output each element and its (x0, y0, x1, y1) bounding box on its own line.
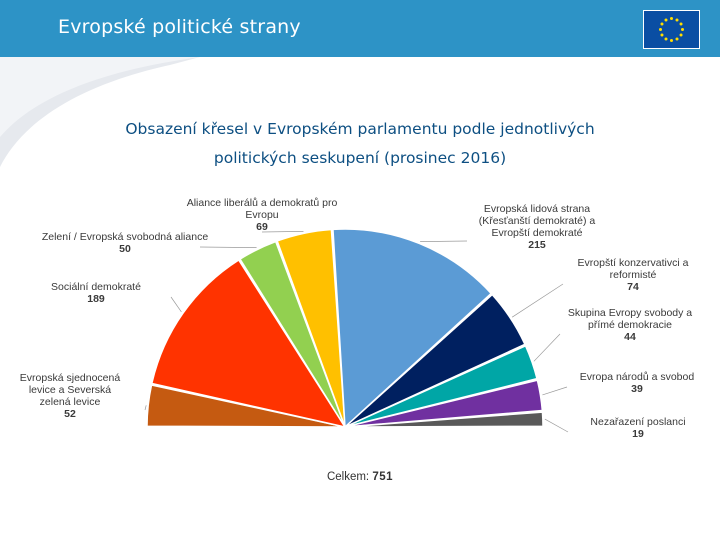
chart-title-line-1: Obsazení křesel v Evropském parlamentu p… (125, 120, 595, 138)
slide-title: Evropské politické strany (58, 16, 301, 38)
leader-line (199, 246, 257, 248)
leader-line (533, 333, 561, 362)
eu-star (670, 17, 673, 20)
pie-slice (150, 258, 347, 429)
leader-line (261, 231, 304, 233)
eu-star (660, 33, 664, 37)
leader-line (542, 386, 568, 396)
eu-star (675, 37, 679, 41)
slice-value-label: 19 (632, 428, 644, 440)
decorative-swoosh (0, 57, 200, 167)
eu-star (659, 28, 662, 31)
leader-line (511, 283, 564, 318)
slice-value-label: 215 (528, 239, 546, 251)
pie-slice (239, 240, 346, 428)
slice-label: Zelení / Evropská svobodná aliance (42, 231, 209, 243)
leader-line (420, 240, 468, 242)
slice-value-label: 52 (64, 408, 76, 420)
eu-star (681, 28, 684, 31)
slice-value-label: 50 (119, 243, 131, 255)
eu-star (664, 18, 668, 22)
slice-label: Nezařazení poslanci (590, 416, 685, 428)
slice-label: Evropská lidová strana (Křesťanští demokr… (479, 203, 596, 239)
leader-line (144, 405, 147, 411)
header-bar: Evropské politické strany (0, 0, 720, 57)
slice-value-label: 189 (87, 293, 105, 305)
slice-label: Skupina Evropy svobody a přímé demokracie (568, 307, 692, 331)
eu-star (679, 33, 683, 37)
slice-value-label: 69 (256, 221, 268, 233)
pie-slice (344, 293, 526, 428)
chart-title-line-2: politických seskupení (prosinec 2016) (213, 149, 507, 167)
total-label: Celkem: (326, 471, 370, 483)
leader-line (170, 296, 182, 313)
total-value: 751 (372, 471, 394, 483)
slice-label: Aliance liberálů a demokratů pro Evropu (187, 197, 338, 221)
pie-slice (344, 379, 544, 428)
slice-label: Evropa národů a svobod (580, 371, 695, 383)
eu-star (679, 22, 683, 26)
slice-label: Evropská sjednocená levice a Severská zele… (20, 372, 121, 408)
slice-label: Evropští konzervativci a reformisté (578, 257, 689, 281)
slice-value-label: 39 (631, 383, 643, 395)
pie-slice (344, 344, 538, 428)
eu-flag-icon (643, 10, 700, 49)
eu-star (660, 22, 664, 26)
leader-line (544, 418, 569, 433)
eu-star (675, 18, 679, 22)
total-seats: Celkem: 751 (0, 471, 720, 483)
pie-slice (276, 228, 346, 428)
pie-slice (332, 228, 493, 429)
slice-label: Sociální demokraté (51, 281, 141, 293)
eu-star (664, 37, 668, 41)
slice-value-label: 74 (627, 281, 639, 293)
eu-star (670, 39, 673, 42)
pie-slice (344, 411, 544, 428)
slice-value-label: 44 (624, 331, 636, 343)
